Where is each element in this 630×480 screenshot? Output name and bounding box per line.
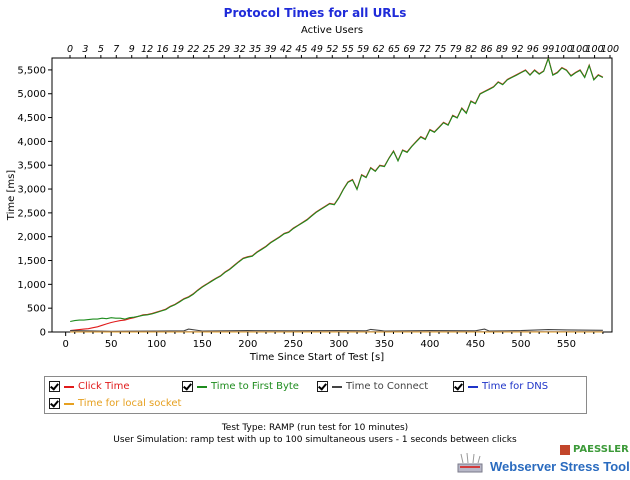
x-tick-label: 300 [329,339,348,350]
top-tick-label: 82 [465,44,477,55]
top-tick-label: 5 [98,44,104,55]
top-tick-label: 22 [187,44,199,55]
x-tick-label: 500 [511,339,530,350]
brand-company: PAESSLER [573,444,629,455]
top-tick-label: 100 [601,44,619,55]
top-tick-label: 9 [129,44,135,55]
top-tick-label: 65 [388,44,400,55]
chart-area: 05001,0001,5002,0002,5003,0003,5004,0004… [6,25,619,363]
y-tick-label: 4,500 [17,113,46,124]
x-tick-label: 0 [62,339,68,350]
top-tick-label: 99 [542,44,554,55]
top-tick-label: 100 [586,44,604,55]
user-simulation-text: User Simulation: ramp test with up to 10… [113,435,517,445]
top-tick-label: 49 [311,44,323,55]
legend-item-dns[interactable]: Time for DNS [453,381,548,392]
top-tick-label: 72 [419,44,431,55]
legend: Click Time Time to First Byte Time to Co… [44,376,587,414]
x-tick-label: 100 [147,339,166,350]
top-tick-label: 19 [172,44,184,55]
series-line-time-to-connect [70,328,603,332]
y-tick-label: 3,500 [17,161,46,172]
y-tick-label: 1,000 [17,280,46,291]
top-tick-label: 25 [203,44,215,55]
y-tick-label: 2,000 [17,232,46,243]
brand-block: PAESSLER Webserver Stress Tool [455,444,630,480]
legend-checkbox-click-time[interactable] [49,381,60,392]
top-tick-label: 89 [496,44,508,55]
y-tick-label: 5,500 [17,65,46,76]
y-axis-label: Time [ms] [6,170,17,222]
top-tick-label: 0 [67,44,73,55]
legend-label-local-socket: Time for local socket [78,398,182,409]
legend-label-first-byte: Time to First Byte [211,381,299,392]
top-tick-label: 79 [450,44,462,55]
top-tick-label: 29 [218,44,230,55]
x-tick-label: 200 [238,339,257,350]
legend-swatch-first-byte [197,385,207,388]
x-tick-label: 350 [375,339,394,350]
top-tick-label: 39 [265,44,277,55]
legend-checkbox-first-byte[interactable] [182,381,193,392]
top-tick-label: 62 [373,44,385,55]
legend-swatch-local-socket [64,402,74,405]
top-tick-label: 32 [234,44,246,55]
legend-checkbox-dns[interactable] [453,381,464,392]
x-tick-label: 150 [193,339,212,350]
legend-swatch-click-time [64,385,74,388]
top-tick-label: 35 [249,44,261,55]
legend-label-dns: Time for DNS [482,381,549,392]
legend-item-click-time[interactable]: Click Time [49,381,129,392]
top-tick-label: 59 [357,44,369,55]
brand-product: Webserver Stress Tool [490,459,630,474]
top-tick-label: 45 [295,44,307,55]
x-tick-label: 400 [420,339,439,350]
top-tick-label: 16 [157,44,169,55]
legend-item-first-byte[interactable]: Time to First Byte [182,381,299,392]
series-line-time-to-first-byte [70,56,604,323]
chart-title: Protocol Times for all URLs [223,6,407,20]
top-axis-label: Active Users [301,25,363,36]
top-tick-label: 69 [403,44,415,55]
server-logo-icon [457,452,483,473]
y-tick-label: 2,500 [17,208,46,219]
legend-label-click-time: Click Time [78,381,130,392]
x-tick-label: 50 [105,339,118,350]
top-tick-label: 7 [113,44,119,55]
legend-swatch-dns [468,385,478,388]
top-tick-label: 12 [141,44,153,55]
top-tick-label: 75 [434,44,446,55]
top-tick-label: 86 [481,44,493,55]
top-tick-label: 55 [342,44,354,55]
top-tick-label: 100 [555,44,573,55]
y-tick-label: 3,000 [17,185,46,196]
top-tick-label: 42 [280,44,292,55]
y-tick-label: 5,000 [17,89,46,100]
x-axis-label: Time Since Start of Test [s] [249,352,384,363]
legend-item-connect[interactable]: Time to Connect [317,381,428,392]
top-tick-label: 92 [511,44,523,55]
plot-frame [51,57,613,333]
top-tick-label: 100 [570,44,588,55]
legend-item-local-socket[interactable]: Time for local socket [49,398,181,409]
x-tick-label: 250 [284,339,303,350]
top-tick-label: 3 [82,44,88,55]
legend-checkbox-connect[interactable] [317,381,328,392]
y-tick-label: 1,500 [17,256,46,267]
top-tick-label: 52 [326,44,338,55]
legend-swatch-connect [332,385,342,388]
paessler-badge-icon [560,445,570,455]
y-tick-label: 4,000 [17,137,46,148]
top-tick-label: 96 [527,44,539,55]
x-tick-label: 450 [466,339,485,350]
test-type-text: Test Type: RAMP (run test for 10 minutes… [221,423,409,433]
legend-checkbox-local-socket[interactable] [49,398,60,409]
x-tick-label: 550 [557,339,576,350]
y-tick-label: 500 [27,304,46,315]
y-tick-label: 0 [40,328,46,339]
legend-label-connect: Time to Connect [346,381,429,392]
